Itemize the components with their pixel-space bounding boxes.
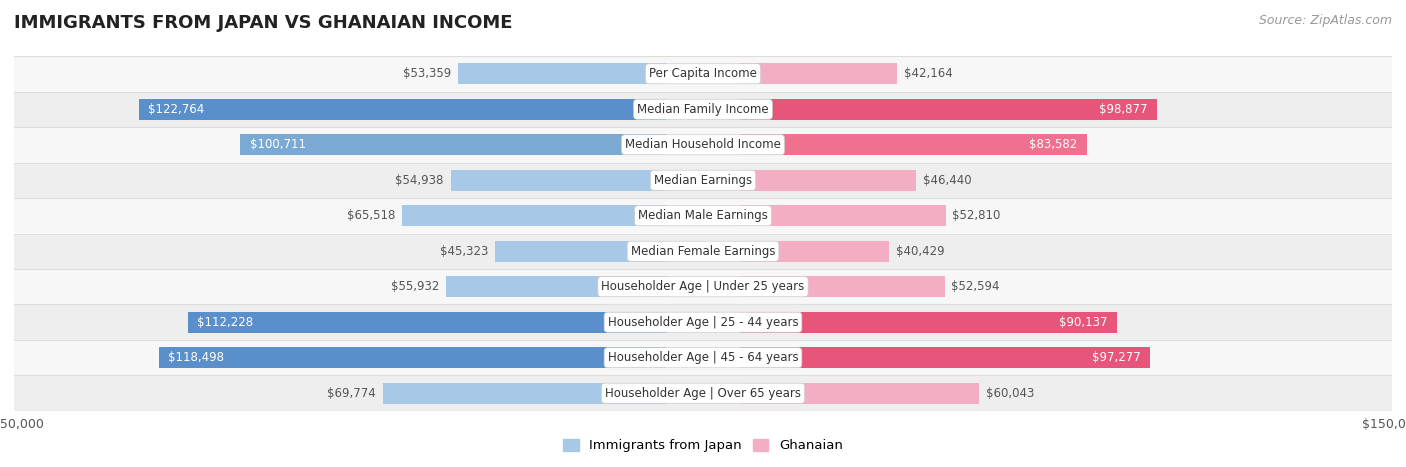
Text: $90,137: $90,137 [1059, 316, 1108, 329]
Text: $69,774: $69,774 [326, 387, 375, 400]
Text: $112,228: $112,228 [197, 316, 253, 329]
Text: Median Family Income: Median Family Income [637, 103, 769, 116]
Text: $46,440: $46,440 [924, 174, 972, 187]
Bar [240, 134, 666, 156]
Bar [382, 382, 666, 404]
Bar [14, 92, 1392, 127]
Text: $100,711: $100,711 [250, 138, 305, 151]
Text: $97,277: $97,277 [1092, 351, 1140, 364]
Bar [740, 99, 1157, 120]
Text: $122,764: $122,764 [149, 103, 205, 116]
Bar [740, 241, 889, 262]
Text: $54,938: $54,938 [395, 174, 444, 187]
Bar [187, 311, 666, 333]
Text: $118,498: $118,498 [167, 351, 224, 364]
Bar [14, 163, 1392, 198]
Text: Householder Age | 25 - 44 years: Householder Age | 25 - 44 years [607, 316, 799, 329]
Text: Median Male Earnings: Median Male Earnings [638, 209, 768, 222]
Bar [740, 170, 917, 191]
Bar [740, 134, 1087, 156]
Text: Householder Age | 45 - 64 years: Householder Age | 45 - 64 years [607, 351, 799, 364]
Text: Source: ZipAtlas.com: Source: ZipAtlas.com [1258, 14, 1392, 27]
Text: $42,164: $42,164 [904, 67, 952, 80]
Bar [159, 347, 666, 368]
Bar [14, 234, 1392, 269]
Bar [14, 304, 1392, 340]
Text: Per Capita Income: Per Capita Income [650, 67, 756, 80]
Text: $45,323: $45,323 [440, 245, 488, 258]
Bar [740, 63, 897, 85]
Bar [740, 382, 979, 404]
Text: Householder Age | Under 25 years: Householder Age | Under 25 years [602, 280, 804, 293]
Text: IMMIGRANTS FROM JAPAN VS GHANAIAN INCOME: IMMIGRANTS FROM JAPAN VS GHANAIAN INCOME [14, 14, 513, 32]
Text: $40,429: $40,429 [896, 245, 945, 258]
Bar [139, 99, 666, 120]
Bar [495, 241, 666, 262]
Bar [14, 198, 1392, 234]
Bar [14, 340, 1392, 375]
Text: $55,932: $55,932 [391, 280, 439, 293]
Bar [14, 269, 1392, 304]
Text: $53,359: $53,359 [402, 67, 451, 80]
Bar [14, 127, 1392, 163]
Text: Median Earnings: Median Earnings [654, 174, 752, 187]
Bar [14, 56, 1392, 92]
Bar [451, 170, 666, 191]
Bar [740, 276, 945, 297]
Bar [740, 347, 1150, 368]
Bar [446, 276, 666, 297]
Text: Median Household Income: Median Household Income [626, 138, 780, 151]
Text: $83,582: $83,582 [1029, 138, 1078, 151]
Legend: Immigrants from Japan, Ghanaian: Immigrants from Japan, Ghanaian [558, 434, 848, 458]
Text: $65,518: $65,518 [347, 209, 395, 222]
Bar [14, 375, 1392, 411]
Bar [458, 63, 666, 85]
Text: $98,877: $98,877 [1099, 103, 1147, 116]
Text: $60,043: $60,043 [986, 387, 1033, 400]
Bar [740, 311, 1116, 333]
Text: Median Female Earnings: Median Female Earnings [631, 245, 775, 258]
Text: Householder Age | Over 65 years: Householder Age | Over 65 years [605, 387, 801, 400]
Bar [740, 205, 946, 226]
Text: $52,810: $52,810 [952, 209, 1001, 222]
Bar [402, 205, 666, 226]
Text: $52,594: $52,594 [952, 280, 1000, 293]
